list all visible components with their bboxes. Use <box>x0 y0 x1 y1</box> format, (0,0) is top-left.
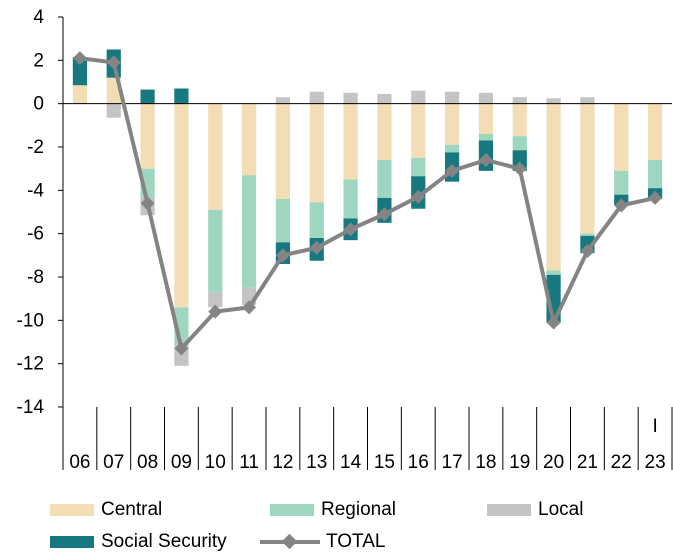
total-marker-13 <box>309 240 324 255</box>
total-marker-08 <box>140 196 155 211</box>
total-marker-11 <box>242 300 257 315</box>
bar-central-06 <box>72 85 88 104</box>
y-tick-label: -8 <box>27 267 44 288</box>
bar-regional-19 <box>512 136 527 151</box>
bar-social-security-09 <box>174 88 189 104</box>
bar-local-18 <box>478 92 494 104</box>
x-tick-label: 23 <box>645 452 666 473</box>
bar-central-23 <box>647 103 663 160</box>
total-marker-07 <box>106 55 121 70</box>
bar-central-08 <box>140 103 155 169</box>
x-tick-label: 20 <box>543 452 564 473</box>
bar-local-13 <box>309 91 324 104</box>
bar-local-20 <box>546 98 561 104</box>
bar-local-17 <box>444 91 460 104</box>
total-marker-10 <box>208 304 223 319</box>
y-tick-label: 2 <box>33 50 44 71</box>
bar-local-16 <box>411 90 426 104</box>
x-tick-label: 21 <box>577 452 598 473</box>
x-tick-label: 10 <box>205 452 226 473</box>
x-tick-label: 19 <box>509 452 530 473</box>
total-marker-15 <box>377 207 392 222</box>
total-marker-16 <box>411 189 426 204</box>
bar-regional-16 <box>411 157 426 177</box>
bar-central-17 <box>444 103 460 145</box>
bar-regional-17 <box>444 144 460 153</box>
x-tick-label: 11 <box>239 452 259 473</box>
total-marker-21 <box>580 244 595 258</box>
total-line-layer <box>72 51 663 356</box>
bar-regional-14 <box>343 179 358 219</box>
bar-central-19 <box>512 103 527 137</box>
bar-regional-23 <box>647 160 663 189</box>
y-tick-label: -12 <box>17 354 44 375</box>
bar-local-19 <box>512 97 527 104</box>
bar-regional-22 <box>614 170 629 195</box>
total-marker-19 <box>512 161 527 176</box>
x-tick-label: 09 <box>171 452 192 473</box>
x-tick-label: 12 <box>272 452 293 473</box>
bars-layer <box>72 49 663 366</box>
axes-layer <box>58 16 673 470</box>
bar-central-13 <box>309 103 324 203</box>
y-tick-label: -2 <box>27 137 44 158</box>
bar-local-21 <box>580 97 595 104</box>
bar-central-14 <box>343 103 358 180</box>
bar-regional-20 <box>546 270 561 275</box>
bar-local-12 <box>275 97 291 104</box>
x-tick-label: 18 <box>475 452 496 473</box>
bar-central-09 <box>174 103 189 308</box>
bar-regional-15 <box>377 160 392 198</box>
bar-central-20 <box>546 103 561 271</box>
bar-social-security-06 <box>72 57 88 86</box>
y-tick-label: -14 <box>17 397 45 418</box>
x-tick-label: 22 <box>611 452 632 473</box>
total-line <box>79 56 656 351</box>
y-tick-label: 4 <box>33 7 44 28</box>
x-tick-label: 13 <box>306 452 327 473</box>
total-marker-18 <box>478 153 493 167</box>
bar-central-10 <box>208 103 223 210</box>
bar-central-21 <box>580 103 595 234</box>
x-tick-label: 08 <box>137 452 158 473</box>
x-tick-label: 16 <box>408 452 429 473</box>
total-marker-20 <box>546 315 561 330</box>
total-marker-09 <box>174 341 189 356</box>
x-tick-label: 17 <box>442 452 463 473</box>
bar-social-security-08 <box>140 89 155 104</box>
bar-local-15 <box>377 93 392 104</box>
y-tick-label: 0 <box>33 94 44 115</box>
y-tick-label: -4 <box>27 180 44 201</box>
y-tick-label: -6 <box>27 224 44 245</box>
bar-local-07 <box>106 103 121 118</box>
bar-local-14 <box>343 92 358 104</box>
bar-regional-11 <box>241 175 257 288</box>
total-marker-17 <box>445 163 460 178</box>
bar-regional-13 <box>309 202 324 238</box>
bar-central-15 <box>377 103 392 160</box>
y-tick-label: -10 <box>17 310 44 331</box>
bar-regional-12 <box>275 199 291 243</box>
total-marker-22 <box>614 198 629 213</box>
bar-local-10 <box>208 292 223 308</box>
x-tick-note-label: I <box>652 416 657 437</box>
x-tick-label: 14 <box>340 452 362 473</box>
bar-central-11 <box>241 103 257 176</box>
total-marker-14 <box>343 222 358 237</box>
x-tick-label: 07 <box>103 452 124 473</box>
total-marker-12 <box>275 248 290 263</box>
bar-regional-18 <box>478 134 494 141</box>
total-marker-06 <box>72 51 87 66</box>
bar-central-12 <box>275 103 291 199</box>
total-marker-23 <box>648 190 663 205</box>
bar-regional-21 <box>580 233 595 236</box>
bar-central-16 <box>411 103 426 158</box>
x-tick-label: 06 <box>69 452 90 473</box>
bar-central-22 <box>614 103 629 171</box>
bar-central-18 <box>478 103 494 134</box>
x-tick-label: 15 <box>374 452 395 473</box>
bar-regional-10 <box>208 209 223 293</box>
